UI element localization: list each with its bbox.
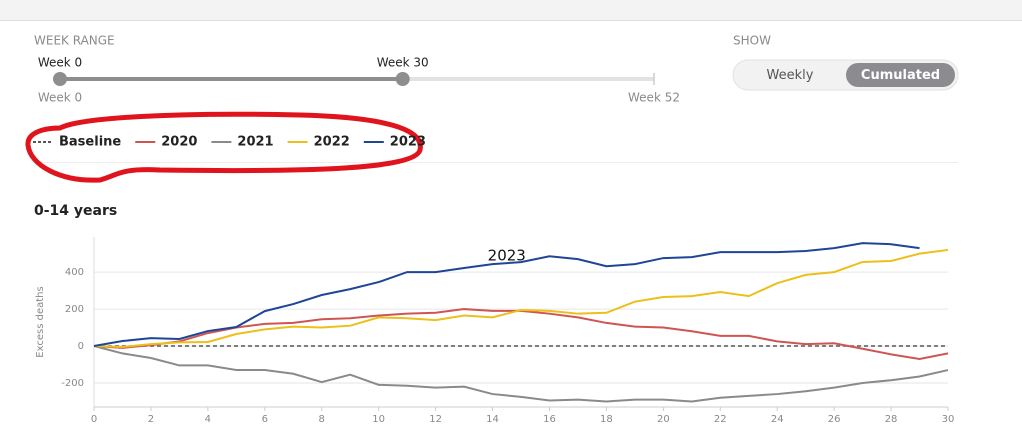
week-range-title: WEEK RANGE <box>34 34 115 48</box>
x-tick-label: 14 <box>486 414 499 425</box>
y-tick-label: 400 <box>65 267 84 278</box>
top-bar <box>0 0 1022 20</box>
y-tick-label: 200 <box>65 304 84 315</box>
legend-label[interactable]: 2022 <box>314 135 350 150</box>
x-tick-label: 28 <box>885 414 898 425</box>
toggle-active[interactable] <box>846 63 955 87</box>
y-tick-label: 0 <box>78 341 84 352</box>
series-line <box>93 308 949 360</box>
legend-label[interactable]: 2020 <box>161 135 197 150</box>
toggle-option[interactable]: Weekly <box>767 68 814 83</box>
x-tick-label: 12 <box>429 414 442 425</box>
show-title: SHOW <box>733 34 771 48</box>
x-tick-label: 18 <box>600 414 613 425</box>
slider-start-label: Week 0 <box>38 56 82 70</box>
legend-label[interactable]: Baseline <box>59 135 121 150</box>
legend-label[interactable]: 2023 <box>390 135 426 150</box>
slider-min-label: Week 0 <box>38 91 82 105</box>
x-tick-label: 24 <box>771 414 784 425</box>
x-tick-label: 26 <box>828 414 841 425</box>
slider-handle-start[interactable] <box>53 72 67 86</box>
x-tick-label: 22 <box>714 414 727 425</box>
hand-drawn-highlight <box>25 111 423 183</box>
x-tick-label: 0 <box>91 414 97 425</box>
x-tick-label: 4 <box>205 414 211 425</box>
toggle-option[interactable]: Cumulated <box>861 68 940 83</box>
slider-max-label: Week 52 <box>628 91 680 105</box>
y-tick-label: -200 <box>61 378 84 389</box>
chart-title: 0-14 years <box>34 203 117 219</box>
series-line <box>93 242 920 348</box>
slider-handle-end[interactable] <box>395 72 410 86</box>
series-line <box>93 345 949 403</box>
slider-end-label: Week 30 <box>377 56 429 70</box>
annotation: 2023 <box>488 247 526 265</box>
x-tick-label: 20 <box>657 414 670 425</box>
legend-label[interactable]: 2021 <box>237 135 273 150</box>
y-axis-label: Excess deaths <box>35 286 46 357</box>
series-line <box>93 248 949 348</box>
x-tick-label: 30 <box>942 414 955 425</box>
x-tick-label: 8 <box>319 414 325 425</box>
x-tick-label: 2 <box>148 414 154 425</box>
x-tick-label: 6 <box>262 414 268 425</box>
x-tick-label: 10 <box>372 414 385 425</box>
x-tick-label: 16 <box>543 414 556 425</box>
